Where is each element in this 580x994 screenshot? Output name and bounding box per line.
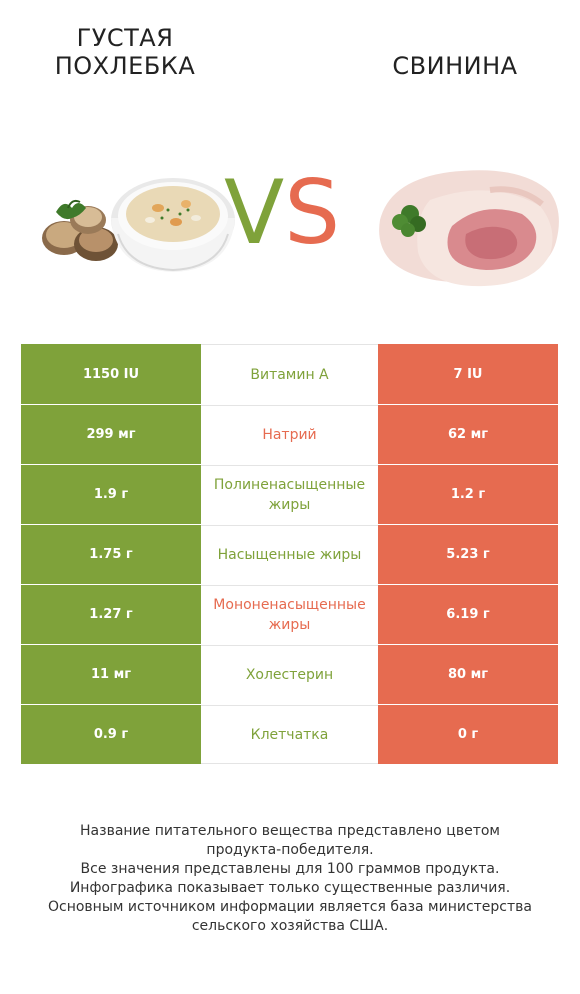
nutrient-name: Холестерин (201, 645, 378, 704)
right-product-title: СВИНИНА (392, 52, 518, 80)
left-value: 1.27 г (21, 585, 201, 644)
footer-line: Название питательного вещества представл… (80, 823, 500, 839)
table-row: 1.9 г Полиненасыщенные жиры 1.2 г (21, 464, 558, 524)
right-value: 0 г (378, 705, 558, 764)
footer-note: Название питательного вещества представл… (20, 822, 560, 936)
footer-line: продукта-победителя. (206, 842, 374, 858)
footer-line: Основным источником информации является … (48, 899, 532, 915)
table-row: 299 мг Натрий 62 мг (21, 404, 558, 464)
left-title-line2: ПОХЛЕБКА (54, 52, 196, 80)
right-value: 5.23 г (378, 525, 558, 584)
left-product-title: ГУСТАЯ ПОХЛЕБКА (40, 24, 210, 80)
left-value: 1150 IU (21, 344, 201, 404)
vs-v: V (224, 161, 285, 264)
left-value: 0.9 г (21, 705, 201, 764)
pork-image (379, 170, 559, 287)
right-value: 62 мг (378, 405, 558, 464)
table-row: 0.9 г Клетчатка 0 г (21, 704, 558, 764)
table-row: 1.75 г Насыщенные жиры 5.23 г (21, 524, 558, 584)
left-value: 299 мг (21, 405, 201, 464)
left-value: 1.9 г (21, 465, 201, 524)
table-row: 1.27 г Мононенасыщенные жиры 6.19 г (21, 584, 558, 644)
right-value: 6.19 г (378, 585, 558, 644)
vs-label: VS (224, 168, 340, 258)
right-value: 7 IU (378, 344, 558, 404)
nutrient-name: Витамин A (201, 344, 378, 404)
nutrient-name: Насыщенные жиры (201, 525, 378, 584)
footer-line: сельского хозяйства США. (191, 918, 389, 934)
footer-line: Инфографика показывает только существенн… (69, 880, 511, 896)
chowder-image (42, 178, 235, 272)
nutrient-name: Мононенасыщенные жиры (201, 585, 378, 644)
table-row: 11 мг Холестерин 80 мг (21, 644, 558, 704)
nutrient-name: Полиненасыщенные жиры (201, 465, 378, 524)
left-value: 11 мг (21, 645, 201, 704)
footer-line: Все значения представлены для 100 граммо… (80, 861, 500, 877)
left-title-line1: ГУСТАЯ (76, 24, 174, 52)
left-value: 1.75 г (21, 525, 201, 584)
right-value: 1.2 г (378, 465, 558, 524)
right-value: 80 мг (378, 645, 558, 704)
nutrient-name: Натрий (201, 405, 378, 464)
vs-s: S (284, 161, 341, 264)
nutrient-name: Клетчатка (201, 705, 378, 764)
